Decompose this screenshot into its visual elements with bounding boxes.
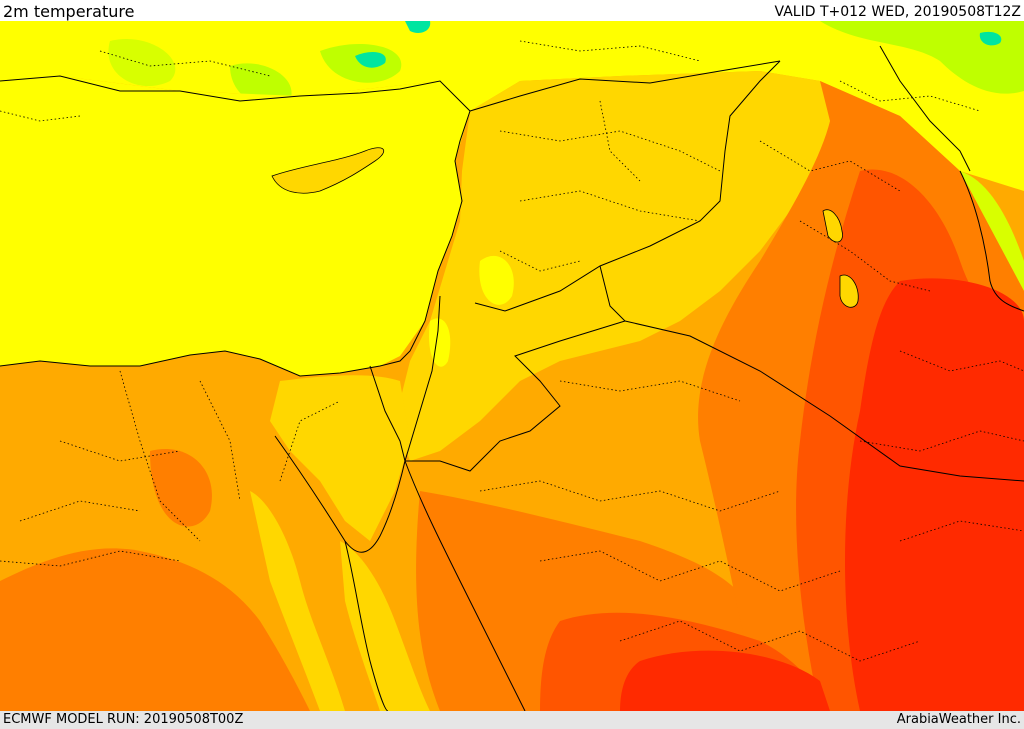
egypt-dark-orange [0,548,310,711]
northeast-cyan [979,31,1002,46]
north-green-patch-1 [108,39,176,87]
border-saudi-iraq [624,320,1024,482]
levant-coastline [0,110,471,377]
mediterranean-sea [0,76,470,376]
credit-label: ArabiaWeather Inc. [896,712,1021,727]
gulf-coastline [959,170,1024,312]
red-sea-yellow [340,541,430,711]
sinai-light-orange [270,375,410,541]
map-footer: ECMWF MODEL RUN: 20190508T00Z ArabiaWeat… [0,711,1024,729]
north-cyan-patch [355,51,386,68]
gulf-red [845,278,1024,711]
nile-strip [250,491,345,711]
model-run: ECMWF MODEL RUN: 20190508T00Z [3,712,244,727]
border-jordan-saudi [405,265,626,472]
egypt-orange-patch [150,449,212,527]
border-egypt-israel [369,365,406,462]
map-title: 2m temperature [3,2,135,21]
valid-time: VALID T+012 WED, 20190508T12Z [774,4,1021,20]
gulf-of-suez-coast [274,435,406,553]
levant-yellow-patch [479,255,514,305]
border-israel-jordan [404,295,441,462]
cyprus-island [271,147,385,194]
red-sea-east-coast [404,460,526,711]
north-cyan-patch-2 [405,21,431,33]
northeast-green [820,21,1024,94]
levant-light-orange [395,71,850,461]
turkey-coastline [0,75,471,112]
admin-boundaries [0,40,1024,662]
arabia-red-core [620,650,830,711]
lake-tharthar [822,209,843,243]
temperature-map [0,21,1024,711]
map-header: 2m temperature VALID T+012 WED, 20190508… [0,0,1024,21]
border-iraq-iran [879,45,971,172]
border-turkey-syria [469,60,781,112]
lake-razazza [839,274,859,308]
red-sea-west-coast [344,540,389,711]
